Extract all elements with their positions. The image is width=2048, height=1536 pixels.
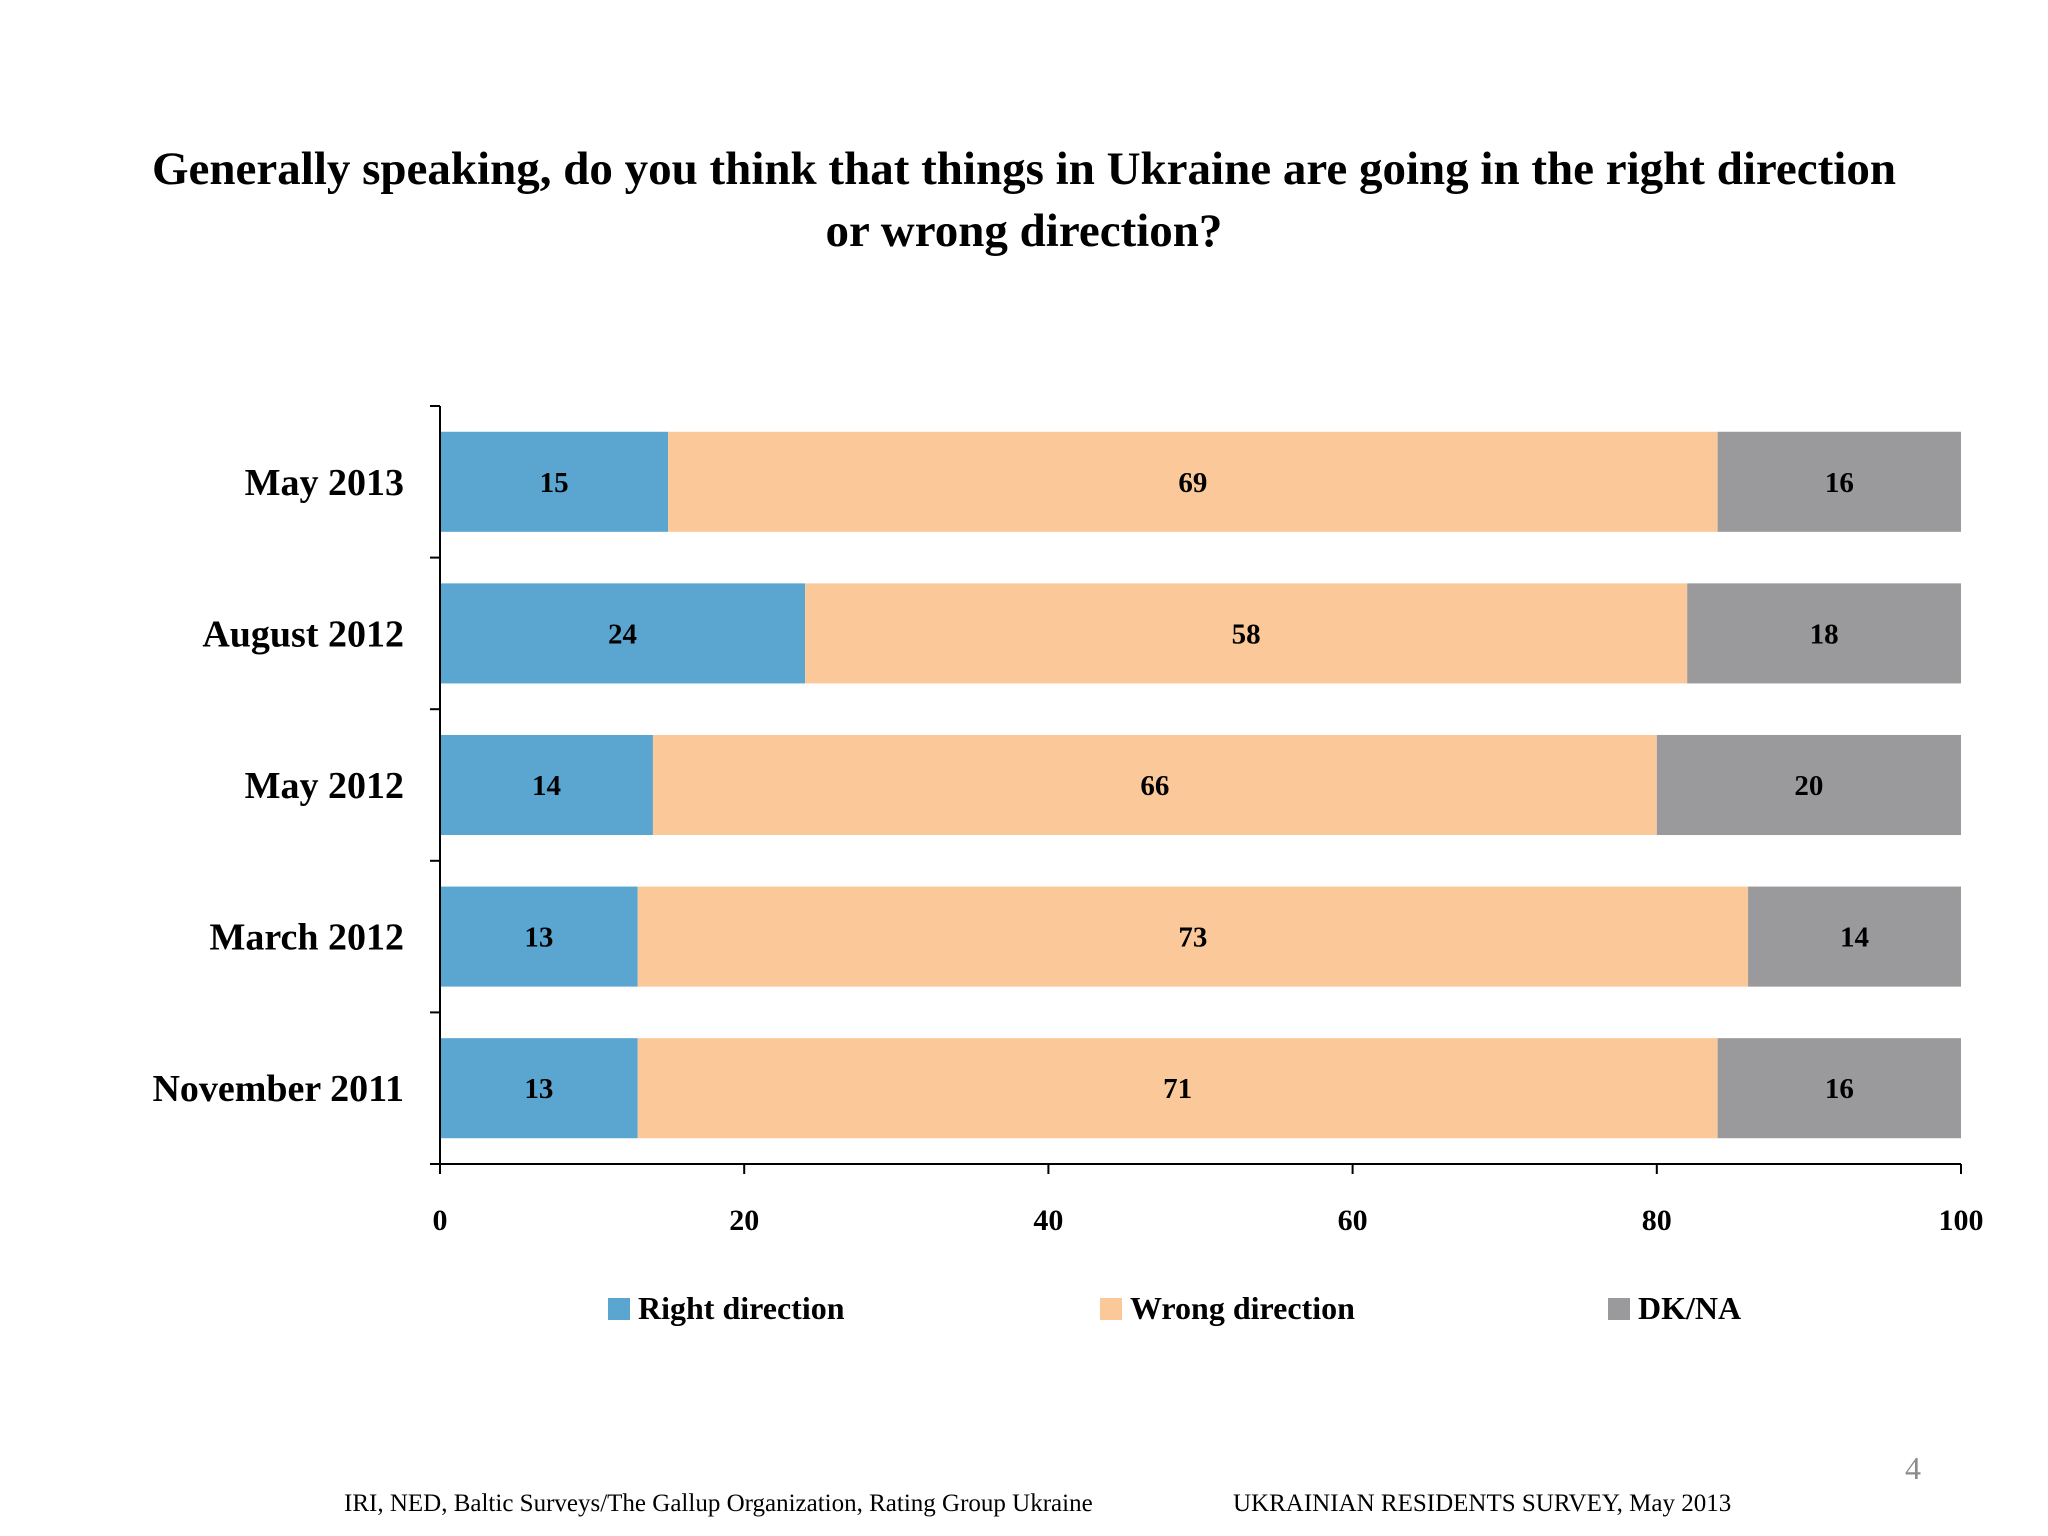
data-label-right-direction-november-2011: 13	[524, 1073, 553, 1105]
data-label-right-direction-march-2012: 13	[524, 922, 553, 954]
bar-wrong-direction-may-2012	[652, 734, 1657, 836]
bar-dk-na-august-2012	[1687, 583, 1961, 684]
legend-label-right-direction: Right direction	[638, 1290, 845, 1326]
category-label-march-2012: March 2012	[209, 917, 404, 959]
bar-right-direction-may-2013	[440, 431, 669, 532]
x-tick-label-40: 40	[1033, 1204, 1063, 1237]
bar-right-direction-march-2012	[440, 886, 638, 987]
bar-wrong-direction-may-2013	[668, 431, 1718, 532]
footer-source: IRI, NED, Baltic Surveys/The Gallup Orga…	[344, 1490, 1093, 1517]
bar-wrong-direction-august-2012	[805, 583, 1688, 684]
footer-survey: UKRAINIAN RESIDENTS SURVEY, May 2013	[1233, 1490, 1732, 1517]
bar-wrong-direction-november-2011	[637, 1038, 1718, 1139]
legend-swatch-dk-na	[1608, 1298, 1630, 1320]
data-label-wrong-direction-may-2012: 66	[1140, 770, 1169, 802]
chart-title-line-1: Generally speaking, do you think that th…	[151, 143, 1896, 195]
data-label-wrong-direction-november-2011: 71	[1163, 1073, 1192, 1105]
data-label-dk-na-may-2013: 16	[1825, 467, 1854, 499]
data-label-wrong-direction-august-2012: 58	[1232, 618, 1261, 650]
data-label-right-direction-may-2013: 15	[540, 467, 569, 499]
data-label-dk-na-november-2011: 16	[1825, 1073, 1854, 1105]
x-tick-label-20: 20	[729, 1204, 759, 1237]
category-label-may-2013: May 2013	[245, 462, 404, 504]
data-label-right-direction-may-2012: 14	[532, 770, 561, 802]
data-label-dk-na-march-2012: 14	[1840, 922, 1869, 954]
x-tick-label-100: 100	[1939, 1204, 1984, 1237]
bar-dk-na-may-2012	[1656, 734, 1961, 836]
chart-title-line-2: or wrong direction?	[825, 205, 1223, 257]
category-label-may-2012: May 2012	[245, 765, 404, 807]
bar-right-direction-may-2012	[440, 734, 653, 836]
data-label-dk-na-may-2012: 20	[1794, 770, 1823, 802]
bar-wrong-direction-march-2012	[637, 886, 1749, 987]
category-label-november-2011: November 2011	[152, 1068, 404, 1110]
legend-label-dk-na: DK/NA	[1638, 1290, 1741, 1326]
x-tick-label-60: 60	[1338, 1204, 1368, 1237]
legend-label-wrong-direction: Wrong direction	[1130, 1290, 1355, 1326]
data-label-wrong-direction-march-2012: 73	[1178, 922, 1207, 954]
category-label-august-2012: August 2012	[202, 613, 404, 655]
legend-swatch-right-direction	[608, 1298, 630, 1320]
bar-right-direction-november-2011	[440, 1038, 638, 1139]
bar-dk-na-november-2011	[1717, 1038, 1961, 1139]
data-label-wrong-direction-may-2013: 69	[1178, 467, 1207, 499]
x-tick-label-80: 80	[1642, 1204, 1672, 1237]
data-label-dk-na-august-2012: 18	[1810, 618, 1839, 650]
bar-dk-na-may-2013	[1717, 431, 1961, 532]
legend-swatch-wrong-direction	[1100, 1298, 1122, 1320]
bar-dk-na-march-2012	[1748, 886, 1961, 987]
data-label-right-direction-august-2012: 24	[608, 618, 637, 650]
bar-right-direction-august-2012	[440, 583, 806, 684]
page-number: 4	[1905, 1450, 1921, 1486]
x-tick-label-0: 0	[433, 1204, 448, 1237]
chart-title: Generally speaking, do you think that th…	[40, 138, 2008, 262]
